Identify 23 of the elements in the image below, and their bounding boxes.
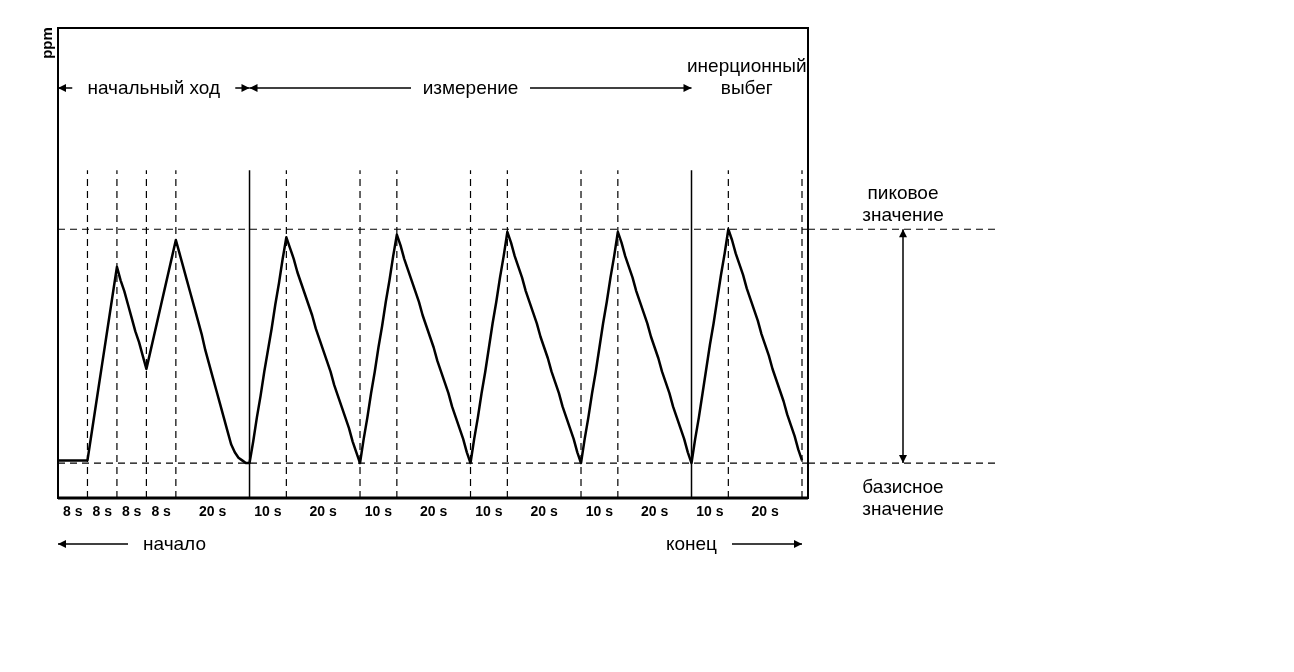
x-tick-label: 10 s — [696, 502, 724, 519]
x-tick-label: 8 s — [92, 502, 113, 519]
x-tick-label: 20 s — [420, 502, 448, 519]
x-tick-label: 10 s — [254, 502, 282, 519]
text: измерение — [422, 77, 519, 98]
x-tick-label: 8 s — [121, 502, 142, 519]
legend-label: базисное значение — [862, 476, 944, 520]
text: начальный ход — [87, 77, 221, 98]
x-tick-label: 20 s — [199, 502, 227, 519]
x-tick-label: 8 s — [151, 502, 172, 519]
x-tick-label: 10 s — [475, 502, 503, 519]
x-tick-label: 8 s — [63, 502, 83, 519]
ref-line-label: пиковое значение — [862, 182, 944, 226]
x-tick-label: 10 s — [585, 502, 614, 519]
text: начало — [143, 533, 206, 554]
x-tick-label: 20 s — [751, 502, 780, 519]
text: ppm — [38, 27, 55, 59]
x-tick-label: 20 s — [309, 502, 338, 519]
x-tick-label: 10 s — [364, 502, 393, 519]
x-tick-label: 20 s — [530, 502, 559, 519]
x-tick-label: 20 s — [641, 502, 669, 519]
text: инерционный выбег — [686, 55, 807, 98]
text: конец — [665, 533, 718, 554]
